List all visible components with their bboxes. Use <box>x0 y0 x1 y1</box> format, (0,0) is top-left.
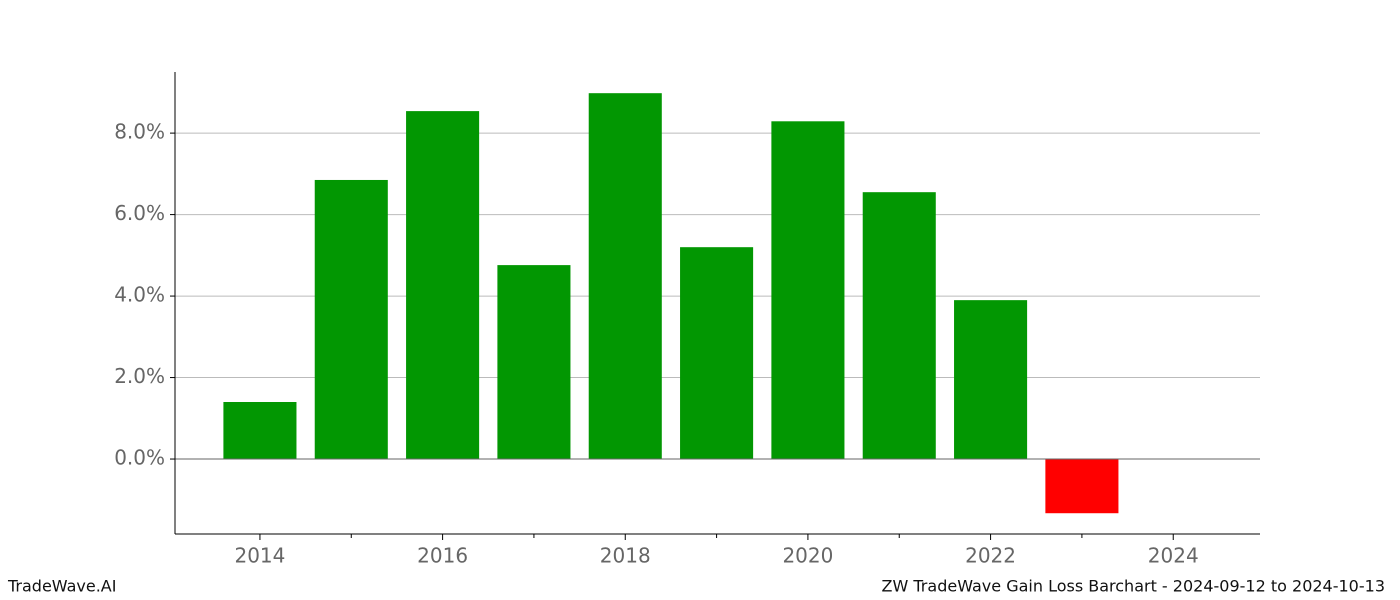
y-tick-label: 2.0% <box>114 364 165 388</box>
bar <box>862 192 936 460</box>
y-tick-label: 0.0% <box>114 446 165 470</box>
bar <box>1045 459 1119 514</box>
y-tick-label: 6.0% <box>114 201 165 225</box>
x-tick-label: 2014 <box>234 544 285 568</box>
bar <box>680 247 754 460</box>
bar <box>223 402 297 460</box>
bar <box>406 111 480 460</box>
x-tick-label: 2018 <box>600 544 651 568</box>
x-tick-label: 2020 <box>782 544 833 568</box>
x-tick-label: 2024 <box>1148 544 1199 568</box>
bar <box>954 300 1028 460</box>
y-tick-label: 8.0% <box>114 120 165 144</box>
footer-left: TradeWave.AI <box>7 577 116 596</box>
bar <box>588 93 662 460</box>
bar <box>497 265 571 460</box>
x-tick-label: 2022 <box>965 544 1016 568</box>
bar <box>314 179 388 460</box>
bar <box>771 121 845 460</box>
x-tick-label: 2016 <box>417 544 468 568</box>
footer-right: ZW TradeWave Gain Loss Barchart - 2024-0… <box>882 577 1385 596</box>
y-tick-label: 4.0% <box>114 283 165 307</box>
